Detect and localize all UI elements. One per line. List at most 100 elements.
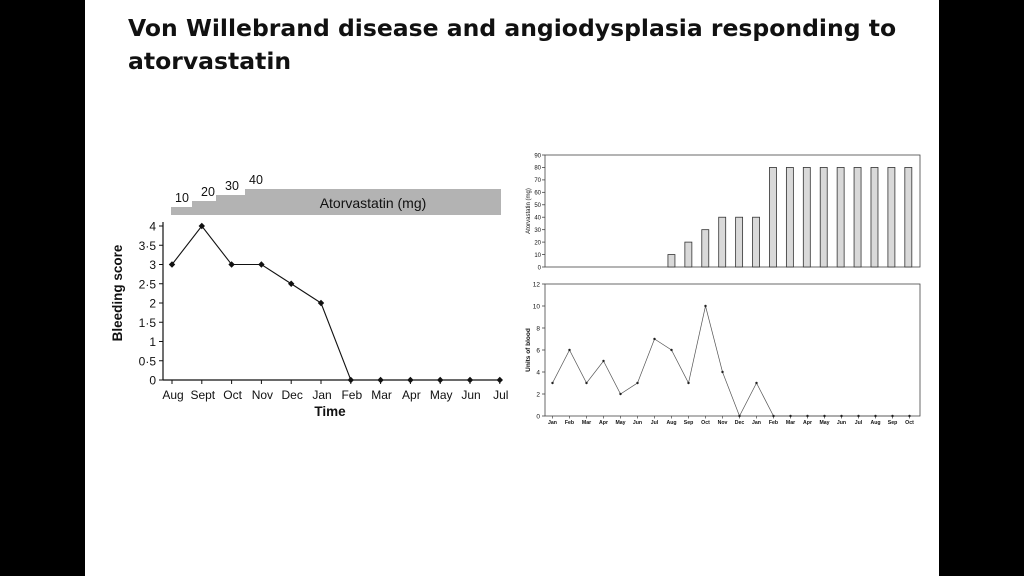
data-point [670,348,673,352]
x-tick-label: Apr [402,388,421,402]
x-tick-label: Mar [582,420,591,426]
x-tick-label: Jun [837,420,846,426]
x-axis-title: Time [314,404,346,419]
x-tick-label: Jul [651,420,659,426]
data-point [687,381,690,385]
x-tick-label: Aug [162,388,183,402]
x-tick-label: Aug [870,420,880,426]
y-tick-label: 90 [534,153,541,159]
bar [684,241,693,268]
data-point [789,414,792,418]
data-point [496,376,503,384]
data-point [551,381,554,385]
y-tick-label: 0 [536,414,540,421]
y-tick-label: 40 [534,216,541,222]
data-point [602,359,605,363]
bar [718,216,727,268]
plot-frame [544,283,921,417]
y-tick-label: 12 [533,282,541,289]
data-point [347,376,354,384]
data-point [619,392,622,396]
plot-frame [544,154,921,268]
x-tick-label: Jun [461,388,480,402]
data-point [653,337,656,341]
bleeding-score-line [171,225,500,381]
x-tick-label: Jan [752,420,761,426]
data-point [258,261,265,268]
bar [752,216,760,268]
x-tick-label: Nov [252,388,273,402]
y-tick-label: 10 [534,253,541,259]
x-tick-label: Mar [786,420,795,426]
y-tick-label: 30 [534,228,541,234]
dose-step-label: 30 [225,179,239,193]
y-tick-label: 3·5 [139,239,157,253]
x-tick-label: Mar [371,388,392,402]
y-tick-label: 10 [533,304,541,311]
data-point [874,414,877,418]
bar [785,167,794,268]
data-point [198,222,205,230]
dose-band [171,189,501,215]
x-tick-label: Sept [190,388,215,402]
units-of-blood-line [552,305,910,417]
x-tick-label: Feb [341,388,362,402]
x-tick-label: Feb [769,420,778,426]
data-point [857,414,860,418]
x-tick-label: Dec [282,388,303,402]
x-tick-label: Jun [633,420,642,426]
bar [836,167,845,268]
y-tick-label: 6 [536,348,540,355]
bar [819,167,828,268]
x-tick-label: Apr [803,420,812,426]
bar [904,167,913,268]
data-point [407,376,414,384]
x-tick-label: May [615,420,625,426]
x-tick-label: Jul [493,388,508,402]
data-point [288,280,295,287]
data-point [228,261,235,268]
y-tick-label: 70 [534,178,541,184]
x-tick-label: Nov [718,420,728,426]
dose-step-label: 40 [249,173,263,187]
data-point [466,376,474,384]
data-point [772,414,775,418]
x-tick-label: Sep [684,420,694,426]
data-point [721,370,724,374]
bar [853,167,862,268]
data-point [568,348,571,352]
x-tick-label: May [819,420,829,426]
y-tick-label: 2 [149,297,156,311]
slide: Von Willebrand disease and angiodysplasi… [85,0,939,576]
x-tick-label: Feb [565,420,574,426]
y-tick-label: 3 [149,258,156,272]
x-tick-label: Oct [223,388,242,402]
y-axis-title: Units of blood [525,328,532,372]
x-tick-label: Sep [888,420,898,426]
data-point [377,376,384,384]
data-point [806,414,809,418]
bar [701,229,710,268]
data-point [636,381,639,385]
bar [802,167,811,268]
x-tick-label: Aug [666,420,676,426]
y-tick-label: 0 [149,374,156,388]
data-point [317,299,325,307]
y-tick-label: 2 [536,392,540,399]
bar [887,167,896,268]
x-tick-label: Oct [905,420,914,426]
dose-step-label: 20 [201,185,215,199]
x-tick-label: Apr [599,420,608,426]
y-tick-label: 1·5 [139,316,157,330]
y-tick-label: 1 [149,335,156,349]
y-tick-label: 50 [534,203,541,209]
y-tick-label: 4 [536,370,540,377]
y-tick-label: 0 [538,265,542,271]
x-tick-label: May [430,388,453,402]
data-point [891,414,894,418]
bleeding-score-chart: 10 20 30 40 Atorvastatin (mg) 0 0·5 1 1·5 2 2·5 3 3·… [110,173,508,419]
y-axis-title: Bleeding score [110,244,125,341]
slide-title: Von Willebrand disease and angiodysplasi… [128,14,897,75]
dose-step-label: 10 [175,191,189,205]
y-tick-label: 20 [534,240,541,246]
